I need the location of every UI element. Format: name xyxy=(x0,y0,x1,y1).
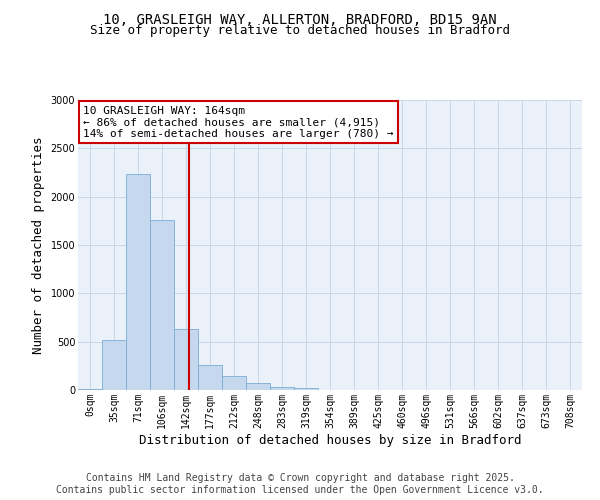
Text: Contains HM Land Registry data © Crown copyright and database right 2025.
Contai: Contains HM Land Registry data © Crown c… xyxy=(56,474,544,495)
Bar xyxy=(126,174,150,390)
Bar xyxy=(246,383,270,390)
Bar xyxy=(198,365,222,390)
Bar xyxy=(150,220,174,390)
Bar xyxy=(270,386,294,390)
Bar xyxy=(294,388,318,390)
Bar xyxy=(174,328,198,390)
Text: 10 GRASLEIGH WAY: 164sqm
← 86% of detached houses are smaller (4,915)
14% of sem: 10 GRASLEIGH WAY: 164sqm ← 86% of detach… xyxy=(83,106,394,139)
Y-axis label: Number of detached properties: Number of detached properties xyxy=(32,136,45,354)
Bar xyxy=(222,376,246,390)
Text: 10, GRASLEIGH WAY, ALLERTON, BRADFORD, BD15 9AN: 10, GRASLEIGH WAY, ALLERTON, BRADFORD, B… xyxy=(103,12,497,26)
Text: Size of property relative to detached houses in Bradford: Size of property relative to detached ho… xyxy=(90,24,510,37)
X-axis label: Distribution of detached houses by size in Bradford: Distribution of detached houses by size … xyxy=(139,434,521,446)
Bar xyxy=(102,340,126,390)
Bar xyxy=(78,388,102,390)
